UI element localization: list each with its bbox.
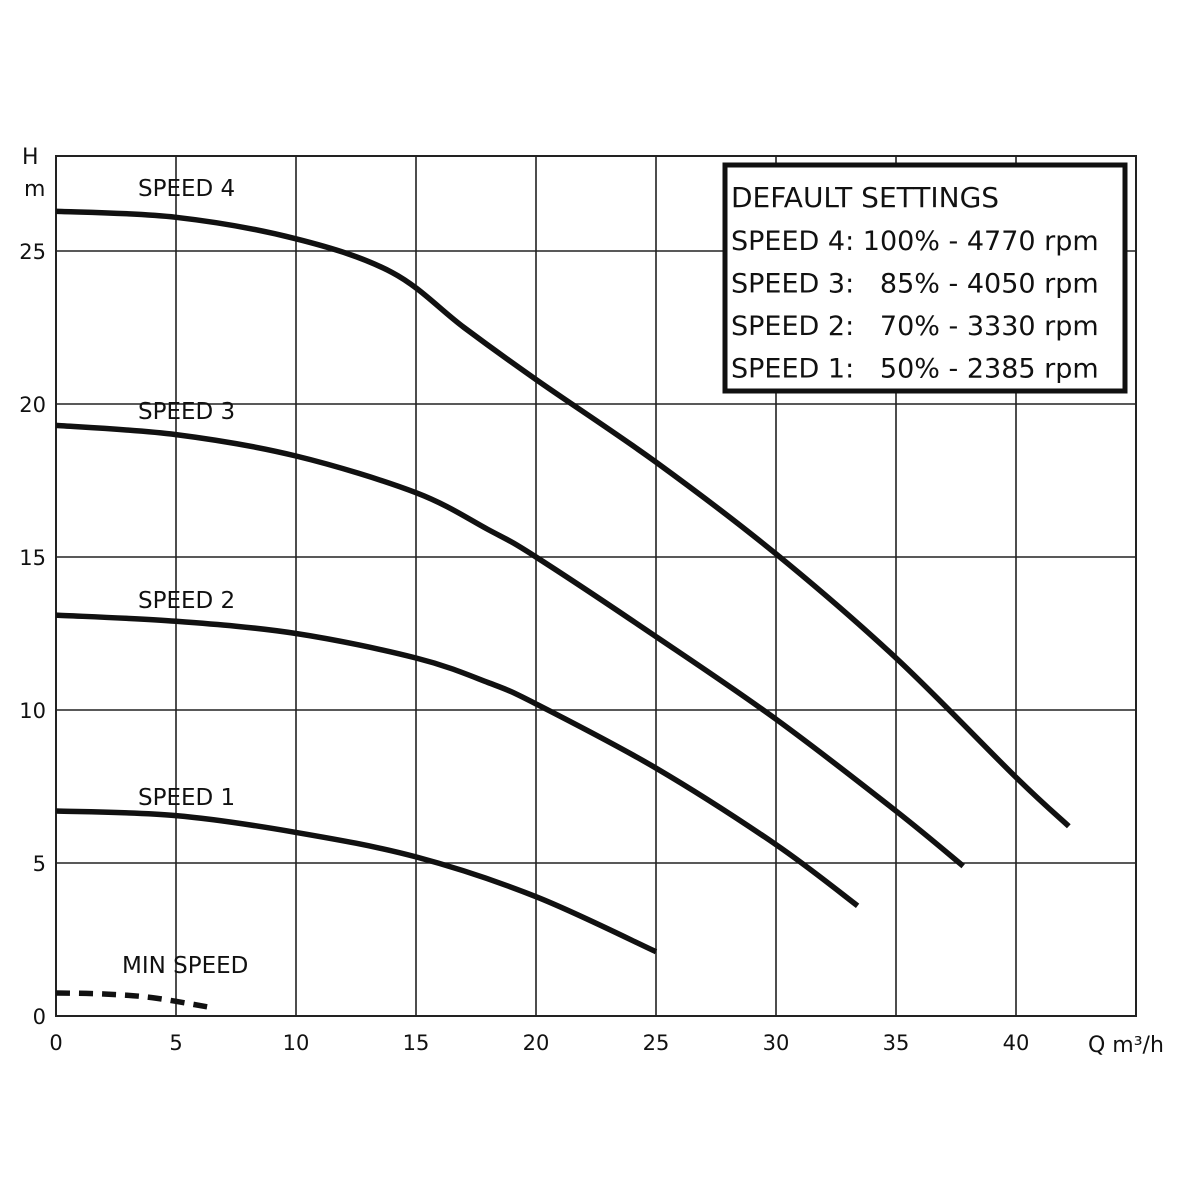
y-tick-label: 25: [19, 240, 46, 264]
legend-line-speed-2: SPEED 2: 70% - 3330 rpm: [731, 311, 1099, 342]
x-tick-label: 40: [1003, 1031, 1030, 1055]
series-label: MIN SPEED: [122, 953, 248, 979]
series-labels: SPEED 4 SPEED 3 SPEED 2 SPEED 1 MIN SPEED: [122, 176, 248, 979]
y-axis-label-h: H: [22, 145, 39, 170]
y-axis-label-unit: m: [24, 177, 45, 202]
x-tick-label: 15: [403, 1031, 430, 1055]
y-tick-label: 20: [19, 393, 46, 417]
tick-labels: 0 5 10 15 20 25 30 35 40 0 5 10 15 20 25: [19, 240, 1029, 1055]
curve-min-speed: [55, 990, 208, 1010]
x-tick-label: 10: [283, 1031, 310, 1055]
x-tick-label: 25: [643, 1031, 670, 1055]
plot-frame: [55, 155, 1137, 1017]
curve-speed-3: [55, 422, 965, 869]
y-tick-label: 5: [33, 852, 46, 876]
x-tick-label: 35: [883, 1031, 910, 1055]
legend-line-speed-4: SPEED 4: 100% - 4770 rpm: [731, 226, 1099, 257]
legend-frame: [722, 162, 1128, 394]
curve-speed-2: [55, 612, 860, 908]
x-tick-label: 5: [169, 1031, 182, 1055]
curve-speed-4: [55, 208, 1071, 829]
curve-speed-1: [55, 808, 658, 955]
x-tick-label: 20: [523, 1031, 550, 1055]
series-label: SPEED 4: [138, 176, 235, 202]
curves: [55, 208, 1071, 1010]
y-tick-label: 10: [19, 699, 46, 723]
y-tick-label: 0: [33, 1005, 46, 1029]
legend-title: DEFAULT SETTINGS: [731, 181, 999, 214]
series-label: SPEED 1: [138, 785, 235, 811]
series-label: SPEED 2: [138, 588, 235, 614]
series-label: SPEED 3: [138, 399, 235, 425]
legend-line-speed-3: SPEED 3: 85% - 4050 rpm: [731, 269, 1099, 300]
x-tick-label: 30: [763, 1031, 790, 1055]
x-axis-label: Q m³/h: [1088, 1033, 1164, 1058]
legend-line-speed-1: SPEED 1: 50% - 2385 rpm: [731, 354, 1099, 385]
y-tick-label: 15: [19, 546, 46, 570]
legend-box: DEFAULT SETTINGS SPEED 4: 100% - 4770 rp…: [722, 162, 1128, 394]
x-tick-label: 0: [49, 1031, 62, 1055]
